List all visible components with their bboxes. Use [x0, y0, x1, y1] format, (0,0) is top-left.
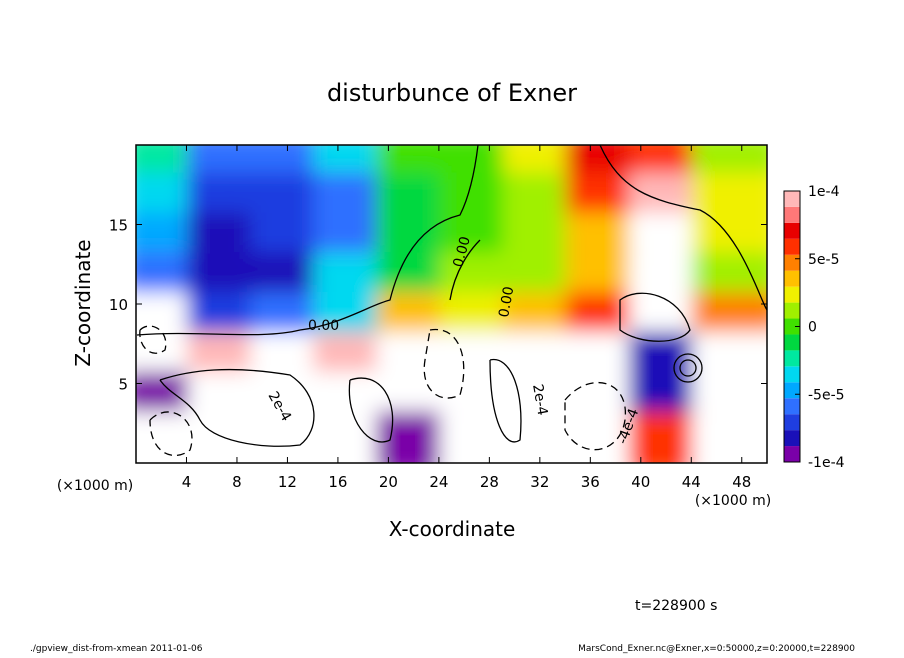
- x-tick-label: 48: [732, 473, 751, 491]
- x-unit-left: (×1000 m): [57, 478, 133, 494]
- x-tick-label: 32: [530, 473, 549, 491]
- x-tick-label: 12: [278, 473, 297, 491]
- colorbar-swatch: [784, 398, 800, 415]
- y-tick-label: 15: [109, 217, 128, 235]
- colorbar-tick-label: -5e-5: [808, 387, 845, 403]
- x-tick-label: 16: [328, 473, 347, 491]
- contour-label: 0.00: [450, 235, 474, 269]
- x-tick-label: 28: [480, 473, 499, 491]
- colorbar-swatch: [784, 446, 800, 462]
- colorbar-swatch: [784, 382, 800, 399]
- colorbar-swatch: [784, 270, 800, 287]
- colorbar-tick-label: 0: [808, 320, 817, 336]
- x-tick-label: 40: [631, 473, 650, 491]
- y-tick-label: 5: [118, 376, 128, 394]
- time-label: t=228900 s: [635, 598, 717, 614]
- colorbar-swatch: [784, 430, 800, 447]
- x-tick-label: 24: [429, 473, 448, 491]
- x-unit-right: (×1000 m): [695, 493, 771, 509]
- colorbar-swatch: [784, 238, 800, 255]
- colorbar-swatch: [784, 222, 800, 239]
- colorbar-swatch: [784, 414, 800, 431]
- colorbar-swatch: [784, 286, 800, 303]
- cell: [691, 411, 767, 463]
- colorbar-swatch: [784, 350, 800, 367]
- colorbar-swatch: [784, 206, 800, 223]
- contour-lines: [136, 145, 767, 456]
- colorbar-swatch: [784, 334, 800, 351]
- y-tick-label: 10: [109, 296, 128, 314]
- x-tick-label: 44: [682, 473, 701, 491]
- x-axis-label: X-coordinate: [389, 517, 516, 541]
- contour-label: 0.00: [496, 285, 517, 318]
- x-tick-label: 8: [232, 473, 242, 491]
- contour-label: 2e-4: [529, 383, 550, 417]
- colorbar-swatch: [784, 254, 800, 271]
- y-axis-label: Z-coordinate: [71, 239, 95, 366]
- contour-label: 0.00: [308, 318, 339, 334]
- colorbar-tick-label: 5e-5: [808, 252, 839, 268]
- field: [136, 145, 767, 463]
- x-tick-label: 20: [379, 473, 398, 491]
- colorbar-swatch: [784, 302, 800, 319]
- colorbar: 1e-4 5e-5 0 -5e-5 -1e-4: [783, 184, 845, 471]
- colorbar-tick-label: 1e-4: [808, 184, 840, 200]
- colorbar-swatch: [784, 191, 800, 207]
- colorbar-swatch: [784, 318, 800, 335]
- chart-title: disturbunce of Exner: [327, 79, 577, 107]
- colorbar-tick-label: -1e-4: [808, 455, 845, 471]
- x-tick-label: 36: [581, 473, 600, 491]
- x-tick-label: 4: [182, 473, 192, 491]
- footer-left: ./gpview_dist-from-xmean 2011-01-06: [30, 644, 203, 654]
- footer-right: MarsCond_Exner.nc@Exner,x=0:50000,z=0:20…: [578, 644, 855, 654]
- colorbar-swatch: [784, 366, 800, 383]
